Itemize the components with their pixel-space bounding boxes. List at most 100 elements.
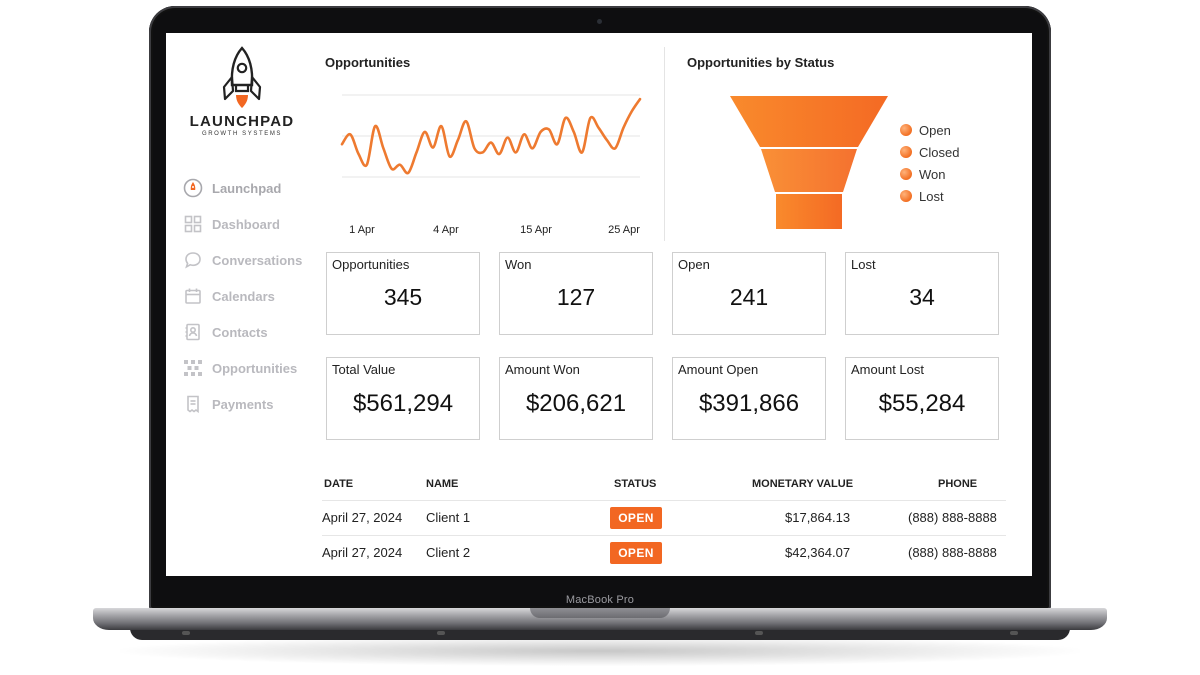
laptop-foot	[755, 631, 763, 635]
table-header: DATE NAME STATUS MONETARY VALUE PHONE	[322, 478, 1006, 500]
stat-label: Lost	[851, 257, 876, 272]
laptop-base-underside	[130, 628, 1070, 640]
sidebar-item-label: Launchpad	[212, 180, 282, 196]
stat-value: $391,866	[698, 390, 800, 417]
legend-item-lost: Lost	[900, 185, 959, 207]
stat-card-open[interactable]: Open 241	[672, 252, 826, 335]
brand-logo: LAUNCHPAD GROWTH SYSTEMS	[182, 45, 302, 137]
panel-divider	[664, 47, 665, 241]
sidebar-item-conversations[interactable]: Conversations	[183, 242, 323, 278]
rocket-icon	[222, 46, 262, 108]
legend-dot	[900, 190, 912, 202]
sidebar-item-label: Contacts	[212, 324, 268, 340]
status-badge: OPEN	[610, 542, 662, 564]
stat-value: $55,284	[878, 390, 966, 417]
dashboard-icon	[183, 214, 203, 234]
stat-label: Amount Lost	[851, 362, 924, 377]
laptop-model-label: MacBook Pro	[565, 594, 635, 606]
sidebar-item-calendars[interactable]: Calendars	[183, 278, 323, 314]
stat-card-amount-lost[interactable]: Amount Lost $55,284	[845, 357, 999, 440]
cell-name: Client 2	[426, 545, 471, 560]
funnel-stage-closed	[761, 149, 857, 192]
sidebar-item-label: Payments	[212, 396, 274, 412]
stat-card-lost[interactable]: Lost 34	[845, 252, 999, 335]
cell-date: April 27, 2024	[322, 510, 403, 525]
sidebar-item-launchpad[interactable]: Launchpad	[183, 170, 323, 206]
column-header-name[interactable]: NAME	[426, 478, 459, 490]
column-header-phone[interactable]: PHONE	[938, 478, 978, 490]
sidebar-item-dashboard[interactable]: Dashboard	[183, 206, 323, 242]
funnel-chart-title: Opportunities by Status	[687, 55, 835, 70]
webcam	[597, 19, 602, 24]
stat-card-amount-won[interactable]: Amount Won $206,621	[499, 357, 653, 440]
legend-item-open: Open	[900, 119, 959, 141]
stat-label: Total Value	[332, 362, 396, 377]
sidebar-item-label: Dashboard	[212, 216, 280, 232]
laptop-shadow	[120, 636, 1080, 666]
funnel-legend: Open Closed Won Lost	[900, 119, 959, 207]
stat-card-total-value[interactable]: Total Value $561,294	[326, 357, 480, 440]
sidebar-item-payments[interactable]: Payments	[183, 386, 323, 422]
legend-item-closed: Closed	[900, 141, 959, 163]
dashboard-screen: LAUNCHPAD GROWTH SYSTEMS Launchpad Dashb…	[166, 33, 1032, 576]
brand-tagline: GROWTH SYSTEMS	[201, 131, 283, 137]
x-tick-label: 25 Apr	[608, 224, 640, 236]
stat-label: Amount Open	[678, 362, 759, 377]
legend-label: Lost	[919, 188, 944, 204]
cell-phone: (888) 888-8888	[908, 545, 997, 560]
sidebar-item-label: Opportunities	[212, 360, 298, 376]
stat-value: 241	[729, 284, 769, 310]
legend-label: Open	[919, 122, 951, 138]
chat-bubble-icon	[183, 250, 203, 270]
funnel-stage-open	[730, 96, 888, 147]
cell-monetary-value: $42,364.07	[785, 545, 851, 560]
x-tick-label: 15 Apr	[520, 224, 552, 236]
stat-value: $206,621	[525, 390, 627, 417]
stat-value: $561,294	[352, 390, 454, 417]
stat-value: 345	[383, 284, 423, 310]
calendar-icon	[183, 286, 203, 306]
cell-monetary-value: $17,864.13	[785, 510, 851, 525]
column-header-date[interactable]: DATE	[324, 478, 354, 490]
stat-label: Amount Won	[505, 362, 580, 377]
opportunities-series-line	[340, 97, 642, 175]
stat-card-opportunities[interactable]: Opportunities 345	[326, 252, 480, 335]
funnel-stage-won	[776, 194, 842, 229]
sidebar-item-contacts[interactable]: Contacts	[183, 314, 323, 350]
stat-card-amount-open[interactable]: Amount Open $391,866	[672, 357, 826, 440]
table-row[interactable]: April 27, 2024 Client 1 OPEN $17,864.13 …	[322, 500, 1006, 535]
column-header-monetary-value[interactable]: MONETARY VALUE	[752, 478, 854, 490]
stat-label: Won	[505, 257, 532, 272]
x-tick-label: 1 Apr	[349, 224, 375, 236]
status-badge: OPEN	[610, 507, 662, 529]
legend-dot	[900, 124, 912, 136]
laptop-foot	[1010, 631, 1018, 635]
payments-icon	[183, 394, 203, 414]
opportunities-line-chart: 1 Apr 4 Apr 15 Apr 25 Apr	[340, 94, 642, 236]
laptop-foot	[182, 631, 190, 635]
legend-label: Won	[919, 166, 946, 182]
table-row[interactable]: April 27, 2024 Client 2 OPEN $42,364.07 …	[322, 535, 1006, 570]
sidebar-item-label: Conversations	[212, 252, 303, 268]
stat-card-won[interactable]: Won 127	[499, 252, 653, 335]
legend-label: Closed	[919, 144, 960, 160]
column-header-status[interactable]: STATUS	[614, 478, 657, 490]
cell-phone: (888) 888-8888	[908, 510, 997, 525]
legend-dot	[900, 146, 912, 158]
laptop-hinge-notch	[530, 608, 670, 618]
line-chart-title: Opportunities	[325, 55, 411, 70]
laptop-base	[93, 608, 1107, 630]
launchpad-icon	[183, 178, 203, 198]
cell-date: April 27, 2024	[322, 545, 403, 560]
stat-value: 34	[909, 284, 935, 310]
legend-item-won: Won	[900, 163, 959, 185]
opportunities-icon	[183, 358, 203, 378]
stat-label: Opportunities	[332, 257, 410, 272]
x-tick-label: 4 Apr	[433, 224, 459, 236]
stat-value: 127	[556, 284, 596, 310]
sidebar-nav: Launchpad Dashboard Conversations Calend…	[183, 170, 323, 422]
contacts-icon	[183, 322, 203, 342]
status-funnel-chart	[730, 96, 888, 229]
sidebar-item-opportunities[interactable]: Opportunities	[183, 350, 323, 386]
sidebar-item-label: Calendars	[212, 288, 275, 304]
